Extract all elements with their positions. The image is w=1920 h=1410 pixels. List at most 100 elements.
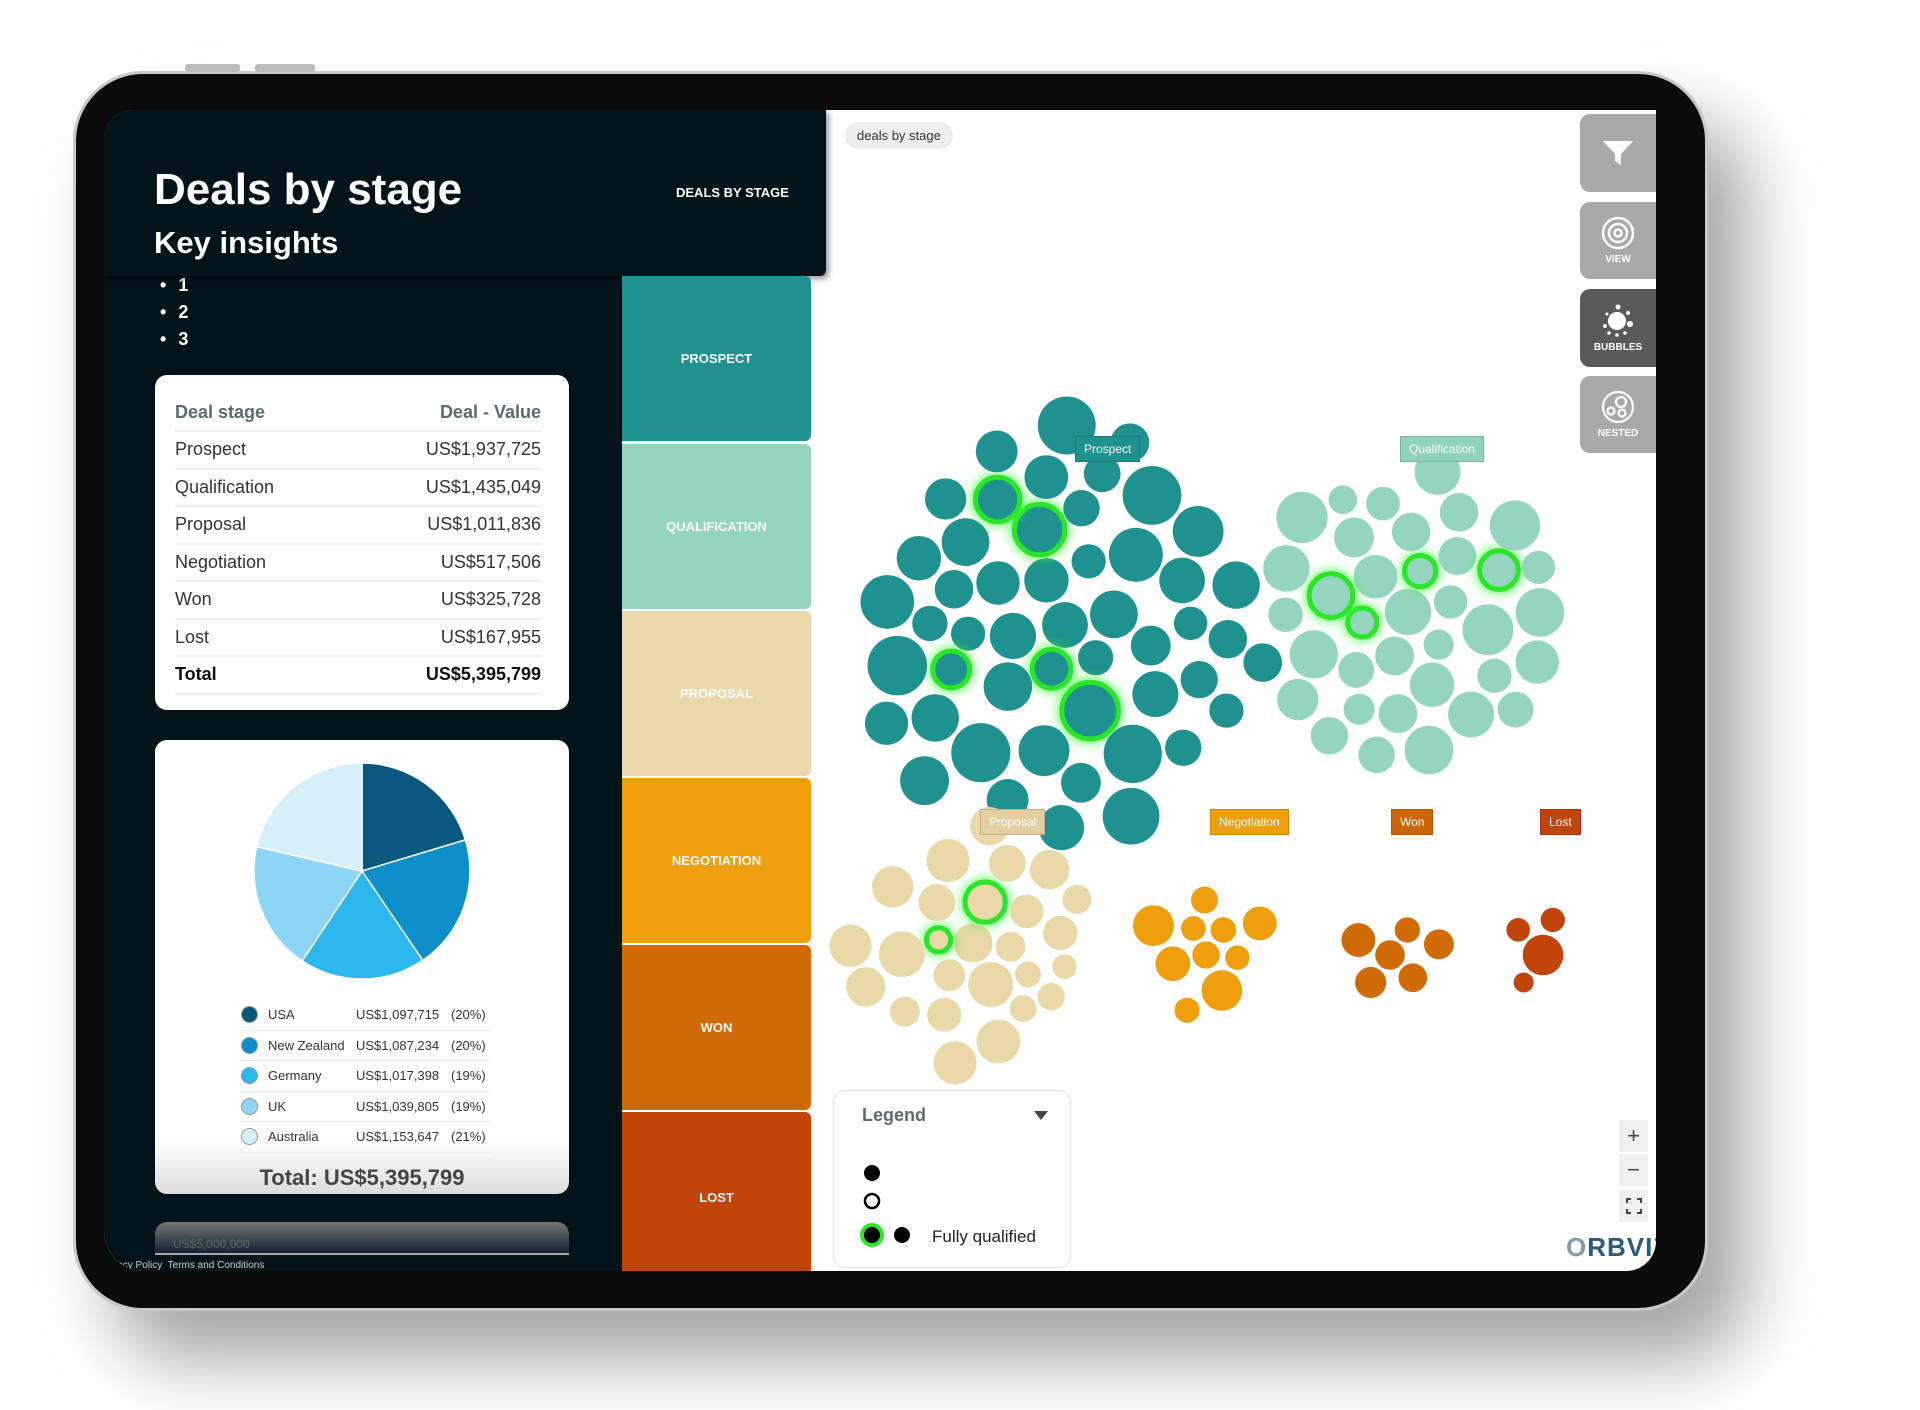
deal-bubble[interactable] [1423, 629, 1454, 660]
deal-bubble[interactable] [1328, 485, 1358, 514]
stage-tag-won[interactable]: Won [1391, 809, 1434, 835]
deal-bubble[interactable] [1090, 590, 1138, 639]
deal-bubble[interactable] [1029, 646, 1074, 691]
deal-bubble[interactable] [968, 962, 1014, 1008]
deal-bubble[interactable] [1394, 917, 1420, 943]
legend-collapse-icon[interactable] [1034, 1111, 1048, 1121]
deal-bubble[interactable] [1506, 918, 1530, 942]
privacy-policy-link[interactable]: Privacy Policy [104, 1260, 163, 1271]
stage-tag-prospect[interactable]: Prospect [1075, 436, 1141, 462]
pie-slice-new-zealand[interactable] [360, 838, 471, 962]
deal-bubble[interactable] [1108, 527, 1163, 582]
deal-bubble[interactable] [1062, 884, 1092, 914]
deal-bubble[interactable] [951, 723, 1011, 783]
deal-bubble[interactable] [1029, 849, 1070, 890]
deal-bubble[interactable] [1191, 886, 1218, 914]
deal-bubble[interactable] [1042, 602, 1088, 648]
deal-bubble[interactable] [933, 959, 966, 992]
stage-prospect[interactable]: PROSPECT [622, 276, 811, 441]
deal-bubble[interactable] [1059, 679, 1121, 742]
deal-bubble[interactable] [933, 1041, 977, 1085]
terms-link[interactable]: Terms and Conditions [167, 1260, 265, 1271]
deal-bubble[interactable] [953, 923, 993, 963]
deal-bubble[interactable] [1366, 486, 1400, 521]
deal-bubble[interactable] [1268, 597, 1303, 632]
deal-bubble[interactable] [988, 844, 1026, 882]
deal-bubble[interactable] [871, 866, 914, 908]
deal-bubble[interactable] [972, 474, 1023, 525]
deal-bubble[interactable] [1521, 550, 1556, 584]
deal-bubble[interactable] [1071, 544, 1106, 579]
zoom-in-button[interactable]: + [1619, 1120, 1648, 1152]
pie-legend-item[interactable]: Australia US$1,153,647 (21%) [239, 1122, 491, 1153]
deal-bubble[interactable] [1497, 691, 1534, 728]
deal-bubble[interactable] [1018, 725, 1070, 777]
deal-bubble[interactable] [1276, 491, 1328, 544]
deal-bubble[interactable] [912, 605, 948, 642]
pie-legend-item[interactable]: USA US$1,097,715 (20%) [239, 1000, 491, 1031]
deal-bubble[interactable] [1345, 605, 1380, 640]
deal-bubble[interactable] [896, 535, 942, 581]
deal-bubble[interactable] [1078, 640, 1114, 676]
deal-bubble[interactable] [1242, 906, 1277, 941]
deal-bubble[interactable] [1540, 907, 1565, 933]
deal-bubble[interactable] [911, 694, 959, 742]
stage-tag-lost[interactable]: Lost [1540, 809, 1581, 835]
deal-bubble[interactable] [1515, 640, 1559, 684]
deal-bubble[interactable] [846, 967, 886, 1007]
stage-qualification[interactable]: QUALIFICATION [622, 444, 811, 609]
deal-bubble[interactable] [995, 931, 1026, 962]
deal-bubble[interactable] [1024, 558, 1069, 603]
deal-bubble[interactable] [1103, 724, 1162, 784]
deal-bubble[interactable] [1448, 691, 1494, 738]
bubble-chart[interactable] [104, 110, 1656, 1271]
deal-bubble[interactable] [1398, 963, 1428, 993]
pie-slice-germany[interactable] [301, 869, 424, 980]
deal-bubble[interactable] [976, 1019, 1021, 1064]
pie-legend-item[interactable]: Germany US$1,017,398 (19%) [239, 1061, 491, 1092]
deal-bubble[interactable] [975, 430, 1018, 473]
deal-bubble[interactable] [867, 635, 928, 696]
deal-bubble[interactable] [1192, 941, 1220, 969]
deal-bubble[interactable] [926, 838, 970, 883]
breadcrumb-chip[interactable]: deals by stage [845, 122, 953, 149]
deal-bubble[interactable] [1011, 501, 1068, 558]
deal-bubble[interactable] [1024, 455, 1069, 499]
deal-bubble[interactable] [924, 478, 967, 520]
deal-bubble[interactable] [989, 612, 1037, 660]
deal-bubble[interactable] [890, 996, 920, 1027]
deal-bubble[interactable] [900, 756, 949, 806]
deal-bubble[interactable] [1130, 625, 1171, 666]
deal-bubble[interactable] [941, 518, 990, 566]
deal-bubble[interactable] [1477, 548, 1521, 592]
deal-bubble[interactable] [1180, 916, 1206, 941]
stage-tag-qualification[interactable]: Qualification [1400, 436, 1485, 462]
deal-bubble[interactable] [1263, 545, 1310, 592]
bubbles-button[interactable]: BUBBLES [1580, 289, 1656, 367]
deal-bubble[interactable] [1310, 717, 1349, 755]
deal-bubble[interactable] [1341, 923, 1376, 957]
deal-bubble[interactable] [1201, 970, 1243, 1011]
deal-bubble[interactable] [1289, 630, 1338, 679]
deal-bubble[interactable] [1063, 489, 1100, 527]
fit-screen-button[interactable] [1619, 1190, 1648, 1222]
nested-button[interactable]: NESTED [1580, 376, 1656, 453]
deal-bubble[interactable] [1102, 787, 1160, 845]
pie-slice-usa[interactable] [361, 762, 467, 873]
deal-bubble[interactable] [1159, 557, 1205, 604]
deal-bubble[interactable] [1174, 997, 1200, 1023]
deal-bubble[interactable] [1122, 466, 1182, 525]
stage-proposal[interactable]: PROPOSAL [622, 611, 811, 776]
deal-bubble[interactable] [1439, 493, 1479, 532]
pie-legend-item[interactable]: New Zealand US$1,087,234 (20%) [239, 1031, 491, 1061]
pie-legend-item[interactable]: UK US$1,039,805 (19%) [239, 1092, 491, 1122]
deal-bubble[interactable] [930, 648, 973, 691]
deal-bubble[interactable] [1210, 917, 1237, 943]
deal-bubble[interactable] [1208, 619, 1248, 659]
deal-bubble[interactable] [1515, 588, 1565, 637]
deal-bubble[interactable] [983, 662, 1033, 711]
deal-bubble[interactable] [1306, 571, 1356, 620]
deal-bubble[interactable] [1225, 945, 1250, 970]
deal-bubble[interactable] [1513, 972, 1534, 993]
stage-negotiation[interactable]: NEGOTIATION [622, 778, 811, 943]
